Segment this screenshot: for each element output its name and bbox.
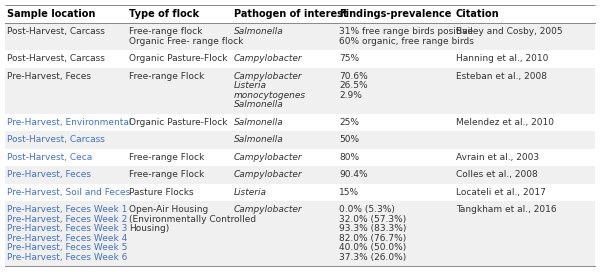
Bar: [5, 184, 595, 201]
Text: Post-Harvest, Carcass: Post-Harvest, Carcass: [7, 54, 105, 63]
Text: Pre-Harvest, Soil and Feces: Pre-Harvest, Soil and Feces: [7, 188, 130, 197]
Text: 80%: 80%: [339, 153, 359, 162]
Text: Pre-Harvest, Environmental: Pre-Harvest, Environmental: [7, 118, 132, 127]
Text: Pathogen of interest: Pathogen of interest: [234, 9, 347, 19]
Text: Campylobacter: Campylobacter: [234, 170, 302, 179]
Text: Avrain et al., 2003: Avrain et al., 2003: [456, 153, 539, 162]
Text: Campylobacter: Campylobacter: [234, 205, 302, 214]
Text: 40.0% (50.0%): 40.0% (50.0%): [339, 243, 406, 252]
Text: 2.9%: 2.9%: [339, 91, 362, 100]
Text: Pre-Harvest, Feces Week 4: Pre-Harvest, Feces Week 4: [7, 234, 127, 243]
Text: 75%: 75%: [339, 54, 359, 63]
Text: 93.3% (83.3%): 93.3% (83.3%): [339, 224, 406, 233]
Bar: [5, 149, 595, 166]
Bar: [5, 131, 595, 149]
Text: Campylobacter: Campylobacter: [234, 54, 302, 63]
Text: 0.0% (5.3%): 0.0% (5.3%): [339, 205, 395, 214]
Text: Sample location: Sample location: [7, 9, 95, 19]
Text: Listeria: Listeria: [234, 81, 267, 90]
Text: Esteban et al., 2008: Esteban et al., 2008: [456, 72, 547, 81]
Bar: [5, 201, 595, 266]
Text: Campylobacter: Campylobacter: [234, 153, 302, 162]
Text: Housing): Housing): [129, 224, 169, 233]
Text: Pre-Harvest, Feces Week 5: Pre-Harvest, Feces Week 5: [7, 243, 128, 252]
Text: 25%: 25%: [339, 118, 359, 127]
Text: Salmonella: Salmonella: [234, 135, 284, 144]
Text: Free-range Flock: Free-range Flock: [129, 72, 204, 81]
Text: Post-Harvest, Carcass: Post-Harvest, Carcass: [7, 27, 105, 36]
Text: Organic Pasture-Flock: Organic Pasture-Flock: [129, 118, 227, 127]
Text: 50%: 50%: [339, 135, 359, 144]
Text: Pre-Harvest, Feces Week 1: Pre-Harvest, Feces Week 1: [7, 205, 128, 214]
Text: Listeria: Listeria: [234, 188, 267, 197]
Text: Pre-Harvest, Feces: Pre-Harvest, Feces: [7, 170, 91, 179]
Text: Citation: Citation: [456, 9, 500, 19]
Text: 70.6%: 70.6%: [339, 72, 368, 81]
Bar: [5, 113, 595, 131]
Text: Findings-prevalence: Findings-prevalence: [339, 9, 451, 19]
Text: Bailey and Cosby, 2005: Bailey and Cosby, 2005: [456, 27, 563, 36]
Text: Pasture Flocks: Pasture Flocks: [129, 188, 194, 197]
Text: Organic Pasture-Flock: Organic Pasture-Flock: [129, 54, 227, 63]
Bar: [5, 67, 595, 113]
Text: Free-range Flock: Free-range Flock: [129, 153, 204, 162]
Text: Pre-Harvest, Feces Week 2: Pre-Harvest, Feces Week 2: [7, 215, 127, 224]
Bar: [5, 166, 595, 184]
Text: Pre-Harvest, Feces Week 3: Pre-Harvest, Feces Week 3: [7, 224, 128, 233]
Text: Tangkham et al., 2016: Tangkham et al., 2016: [456, 205, 557, 214]
Text: monocytogenes: monocytogenes: [234, 91, 306, 100]
Text: Open-Air Housing: Open-Air Housing: [129, 205, 208, 214]
Text: Pre-Harvest, Feces: Pre-Harvest, Feces: [7, 72, 91, 81]
Text: Salmonella: Salmonella: [234, 27, 284, 36]
Text: Campylobacter: Campylobacter: [234, 72, 302, 81]
Bar: [5, 23, 595, 50]
Text: 31% free range birds positive: 31% free range birds positive: [339, 27, 473, 36]
Text: Free-range flock: Free-range flock: [129, 27, 202, 36]
Bar: [5, 50, 595, 67]
Text: Hanning et al., 2010: Hanning et al., 2010: [456, 54, 548, 63]
Text: 26.5%: 26.5%: [339, 81, 368, 90]
Text: 15%: 15%: [339, 188, 359, 197]
Text: Post-Harvest, Carcass: Post-Harvest, Carcass: [7, 135, 105, 144]
Text: Colles et al., 2008: Colles et al., 2008: [456, 170, 538, 179]
Text: 82.0% (76.7%): 82.0% (76.7%): [339, 234, 406, 243]
Text: Salmonella: Salmonella: [234, 100, 284, 109]
Text: Organic Free- range flock: Organic Free- range flock: [129, 37, 244, 46]
Text: 90.4%: 90.4%: [339, 170, 368, 179]
Text: 60% organic, free range birds: 60% organic, free range birds: [339, 37, 474, 46]
Text: Locateli et al., 2017: Locateli et al., 2017: [456, 188, 546, 197]
Text: Free-range Flock: Free-range Flock: [129, 170, 204, 179]
Text: 32.0% (57.3%): 32.0% (57.3%): [339, 215, 406, 224]
Text: 37.3% (26.0%): 37.3% (26.0%): [339, 253, 406, 262]
Text: Pre-Harvest, Feces Week 6: Pre-Harvest, Feces Week 6: [7, 253, 128, 262]
Text: (Environmentally Controlled: (Environmentally Controlled: [129, 215, 256, 224]
Text: Melendez et al., 2010: Melendez et al., 2010: [456, 118, 554, 127]
Text: Type of flock: Type of flock: [129, 9, 199, 19]
Text: Salmonella: Salmonella: [234, 118, 284, 127]
Text: Post-Harvest, Ceca: Post-Harvest, Ceca: [7, 153, 92, 162]
